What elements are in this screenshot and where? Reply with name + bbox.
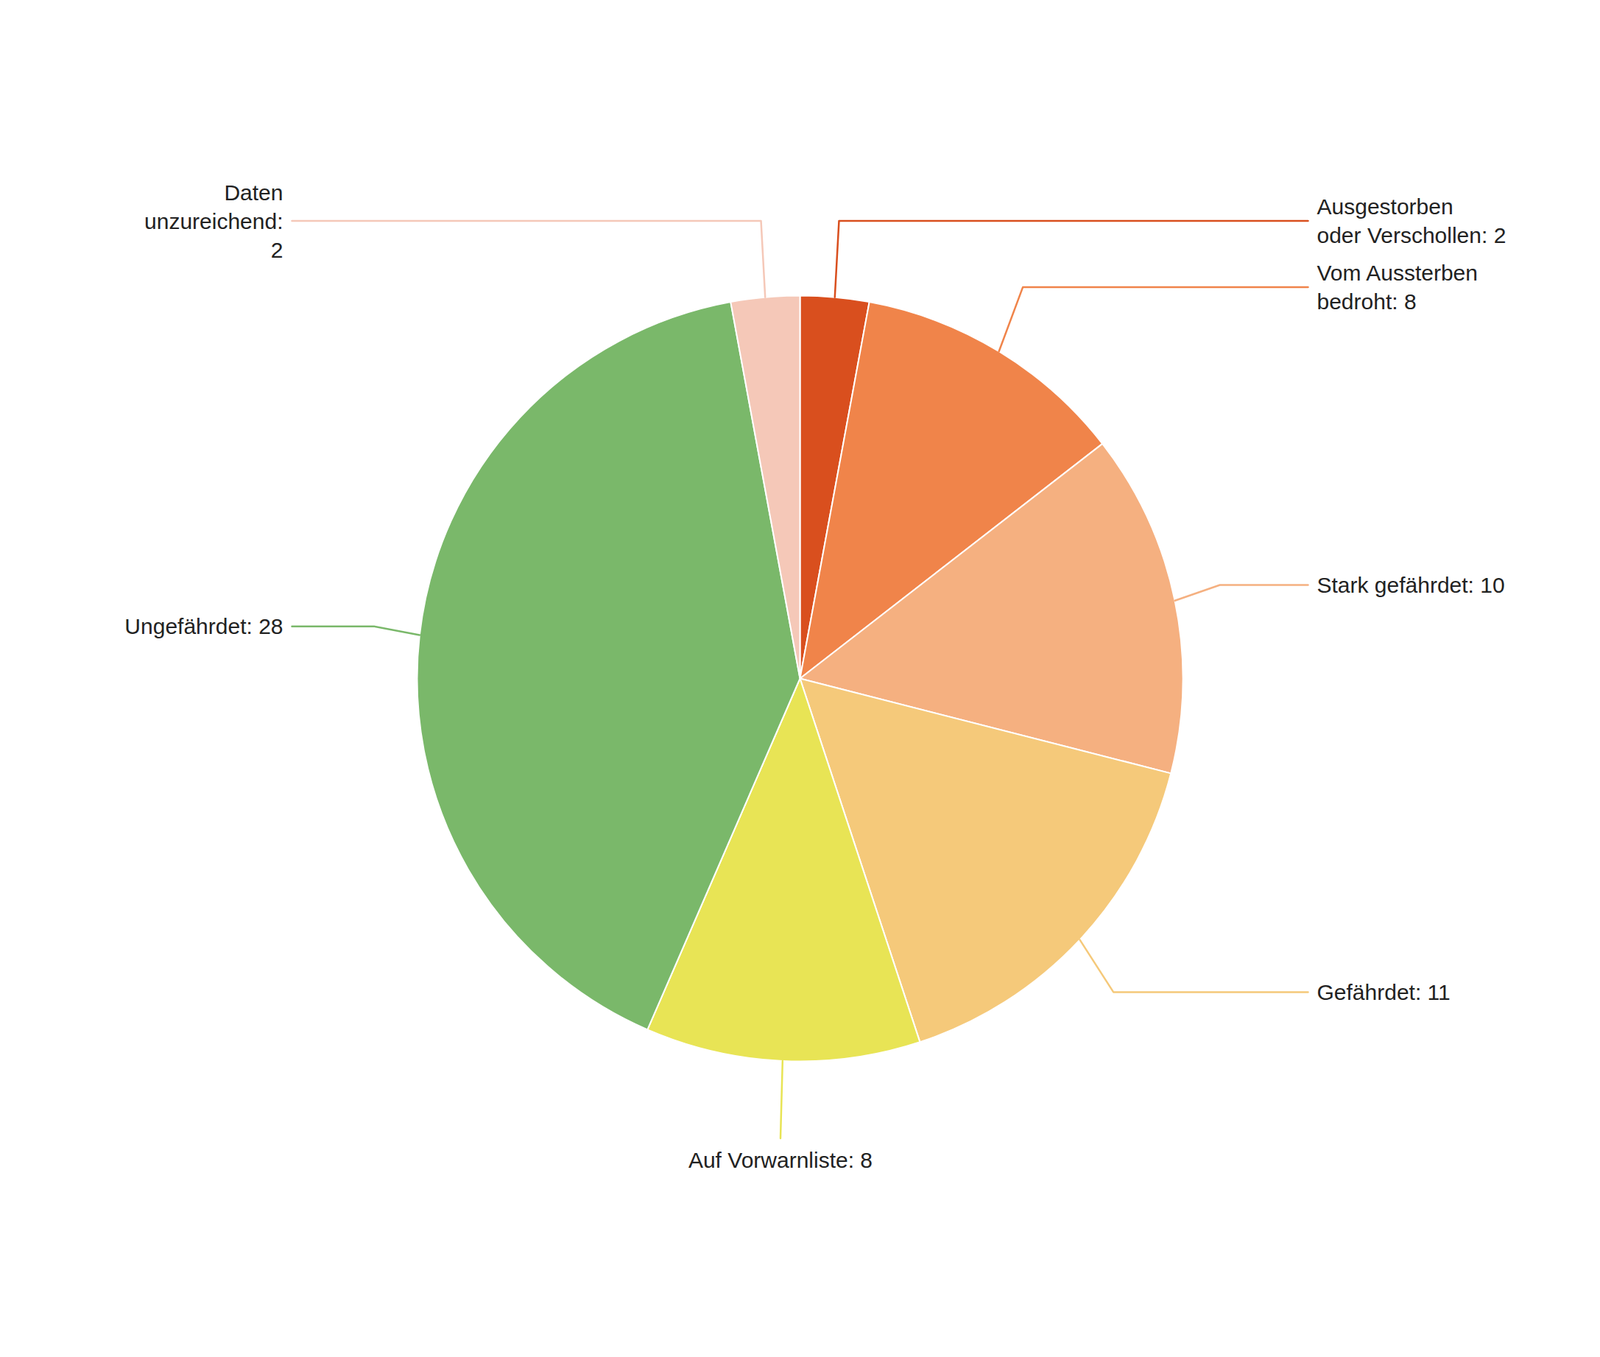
slice-label: Stark gefährdet: 10: [1317, 572, 1506, 598]
leader-line: [292, 626, 420, 636]
leader-line: [292, 220, 766, 298]
pie-slice: [417, 301, 801, 1030]
chart-container: Ausgestorbenoder Verschollen: 2 Vom Ausst…: [0, 0, 1600, 1357]
chart-svg: Ausgestorbenoder Verschollen: 2 Vom Ausst…: [0, 0, 1600, 1357]
slice-label: Gefährdet: 11: [1317, 980, 1451, 1005]
slice-label: Vom Aussterbenbedroht: 8: [1317, 260, 1478, 314]
slice-label: Auf Vorwarnliste: 8: [688, 1147, 873, 1173]
leader-lines: [292, 220, 1309, 1139]
slice-label: Ausgestorbenoder Verschollen: 2: [1317, 194, 1507, 248]
pie-slice: [730, 295, 800, 679]
labels: Ausgestorbenoder Verschollen: 2 Vom Ausst…: [124, 180, 1506, 1173]
leader-line: [1080, 939, 1309, 992]
leader-line: [999, 287, 1309, 352]
slice-label: Datenunzureichend:2: [144, 180, 283, 263]
slices: [417, 295, 1184, 1062]
background: [0, 0, 1600, 1357]
leader-line: [834, 220, 1309, 298]
leader-line: [780, 1061, 783, 1139]
leader-line: [1175, 585, 1309, 601]
slice-label: Ungefährdet: 28: [124, 614, 283, 639]
